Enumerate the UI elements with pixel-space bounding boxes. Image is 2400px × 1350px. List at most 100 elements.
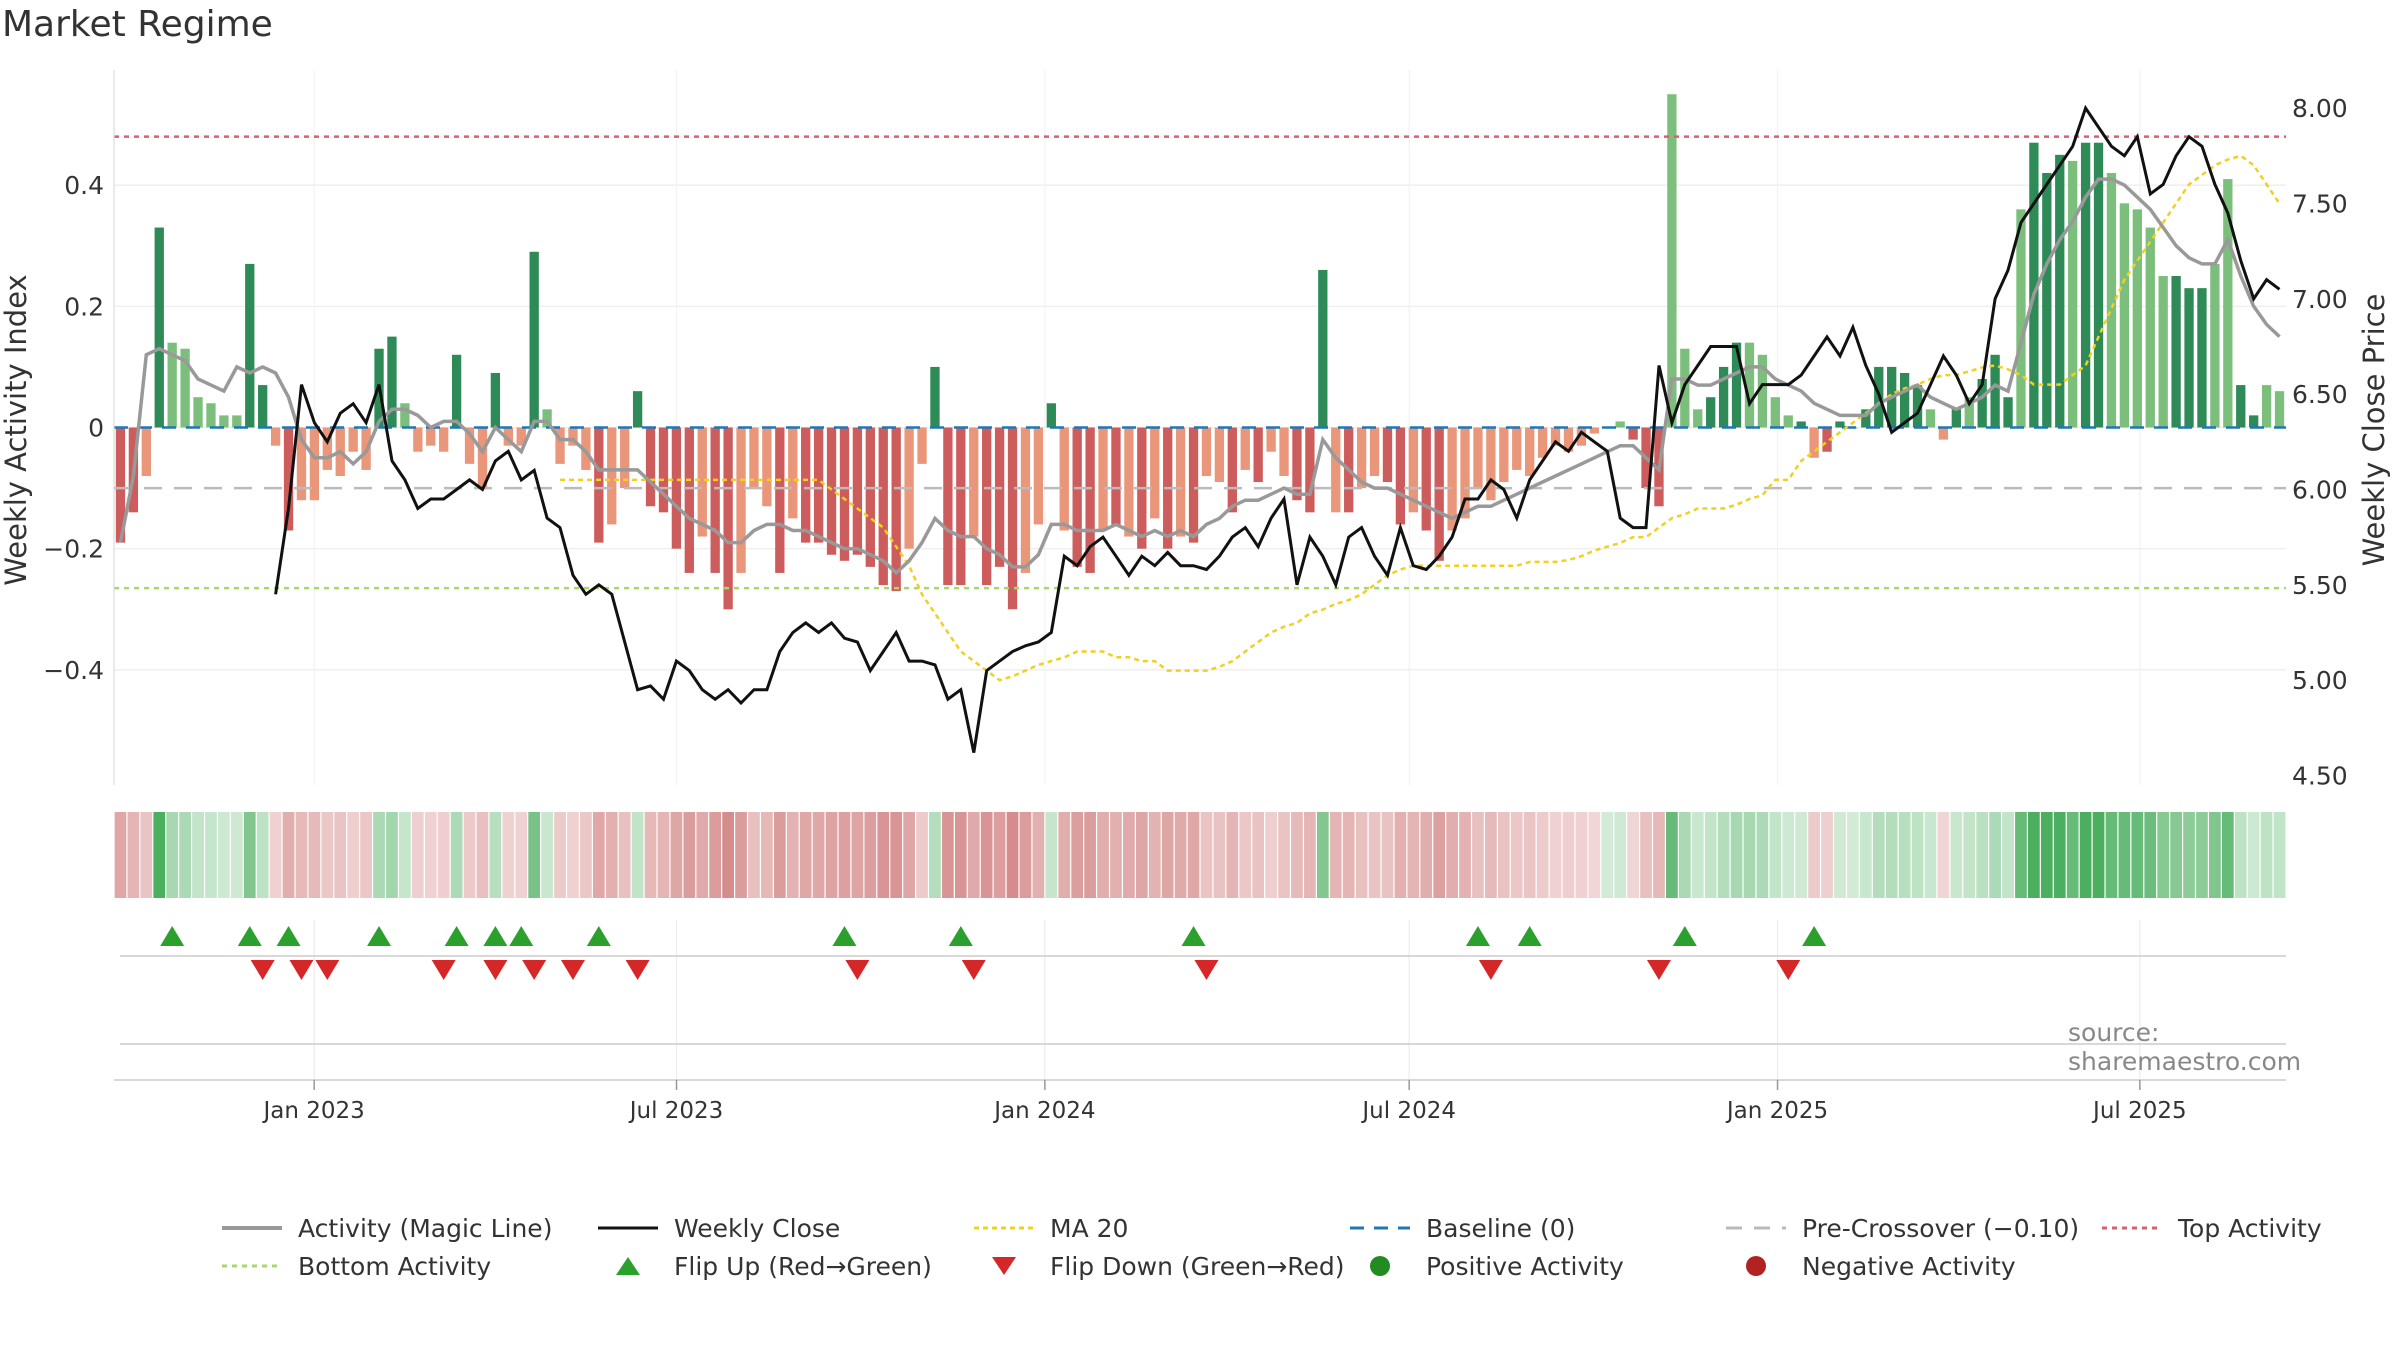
activity-bar-18 [348, 427, 358, 452]
flip-down-marker-0 [250, 960, 275, 980]
legend-item-baseline: Baseline (0) [1348, 1210, 1575, 1246]
legend-item-flipup: Flip Up (Red→Green) [596, 1248, 932, 1284]
activity-bar-24 [426, 427, 436, 446]
regime-cell-79 [1135, 812, 1148, 898]
activity-bar-62 [917, 427, 927, 464]
activity-bar-98 [1382, 427, 1393, 483]
activity-bar-32 [529, 251, 539, 428]
regime-cell-128 [1769, 812, 1782, 898]
activity-bar-86 [1227, 427, 1237, 513]
activity-bar-59 [878, 427, 888, 586]
regime-cell-109 [1523, 812, 1536, 898]
legend-swatch-neg [1746, 1256, 1766, 1276]
activity-bar-96 [1356, 427, 1367, 489]
regime-cell-97 [1368, 812, 1381, 898]
activity-bar-111 [1550, 427, 1561, 446]
activity-bar-2 [141, 427, 151, 476]
regime-cell-101 [1420, 812, 1433, 898]
activity-bar-9 [232, 415, 242, 428]
regime-cell-73 [1058, 812, 1071, 898]
regime-cell-92 [1304, 812, 1316, 898]
activity-bar-73 [1059, 427, 1069, 531]
regime-cell-45 [696, 812, 709, 898]
right-tick-label-0: 8.00 [2292, 94, 2348, 123]
regime-cell-139 [1911, 812, 1924, 898]
regime-cell-159 [2170, 812, 2182, 898]
regime-cell-40 [631, 812, 644, 898]
flip-down-marker-8 [845, 960, 870, 980]
activity-bar-44 [684, 427, 694, 573]
legend-label: MA 20 [1050, 1213, 1129, 1243]
legend-swatch-pos [1370, 1256, 1390, 1276]
regime-cell-39 [618, 812, 631, 898]
activity-bar-161 [2197, 288, 2207, 428]
activity-bar-143 [1964, 397, 1974, 428]
regime-cell-153 [2092, 812, 2105, 898]
activity-bar-34 [555, 427, 565, 464]
activity-bar-102 [1434, 427, 1444, 561]
regime-cell-116 [1614, 812, 1627, 898]
regime-cell-49 [748, 812, 760, 898]
regime-cell-129 [1782, 812, 1795, 898]
flip-down-marker-4 [483, 960, 508, 980]
regime-cell-155 [2118, 812, 2131, 898]
activity-bar-97 [1369, 427, 1380, 476]
regime-cell-96 [1355, 812, 1368, 898]
activity-bar-92 [1305, 427, 1315, 513]
regime-cell-120 [1666, 812, 1678, 898]
activity-bar-28 [477, 427, 488, 489]
activity-bar-41 [645, 427, 656, 507]
regime-cell-29 [489, 812, 502, 898]
regime-cell-164 [2234, 812, 2247, 898]
activity-bar-33 [542, 409, 552, 428]
regime-cell-78 [1123, 812, 1135, 898]
regime-cell-22 [399, 812, 411, 898]
activity-bar-37 [594, 427, 604, 543]
activity-bar-72 [1046, 403, 1056, 428]
regime-cell-38 [605, 812, 618, 898]
activity-bar-104 [1460, 427, 1470, 519]
activity-bar-114 [1589, 427, 1599, 434]
activity-bar-85 [1214, 427, 1225, 483]
activity-bar-155 [2119, 203, 2130, 428]
activity-bar-129 [1783, 415, 1793, 428]
activity-bar-124 [1718, 366, 1729, 428]
regime-cell-11 [256, 812, 269, 898]
regime-cell-87 [1239, 812, 1252, 898]
regime-cell-24 [424, 812, 437, 898]
activity-bar-167 [2274, 391, 2285, 428]
legend-swatch-bottom [222, 1264, 282, 1268]
legend-swatch-top [2102, 1226, 2162, 1230]
regime-cell-85 [1213, 812, 1226, 898]
right-tick-label-3: 6.50 [2292, 380, 2348, 409]
activity-bar-31 [516, 427, 526, 446]
activity-bar-23 [413, 427, 423, 452]
right-tick-label-7: 4.50 [2292, 761, 2348, 790]
activity-bar-125 [1731, 342, 1742, 428]
activity-bar-71 [1033, 427, 1044, 525]
right-tick-label-2: 7.00 [2292, 285, 2348, 314]
regime-cell-157 [2144, 812, 2157, 898]
regime-cell-48 [735, 812, 747, 898]
regime-cell-134 [1847, 812, 1859, 898]
regime-cell-124 [1717, 812, 1730, 898]
regime-cell-152 [2079, 812, 2092, 898]
activity-bar-94 [1331, 427, 1341, 513]
activity-bar-35 [568, 427, 578, 446]
activity-bar-156 [2132, 209, 2142, 428]
activity-bar-29 [490, 372, 501, 428]
flip-down-marker-13 [1776, 960, 1801, 980]
legend-swatch-pre [1726, 1226, 1786, 1230]
activity-bar-56 [839, 427, 850, 561]
activity-bar-36 [581, 427, 591, 470]
legend-item-bottom: Bottom Activity [220, 1248, 491, 1284]
regime-cell-14 [295, 812, 308, 898]
legend-item-flipdown: Flip Down (Green→Red) [972, 1248, 1345, 1284]
flip-up-marker-6 [509, 926, 534, 946]
regime-cell-114 [1588, 812, 1601, 898]
activity-bar-74 [1072, 427, 1082, 567]
right-tick-label-5: 5.50 [2292, 571, 2348, 600]
regime-cell-133 [1834, 812, 1846, 898]
activity-bar-131 [1809, 427, 1819, 458]
activity-bar-75 [1085, 427, 1095, 573]
